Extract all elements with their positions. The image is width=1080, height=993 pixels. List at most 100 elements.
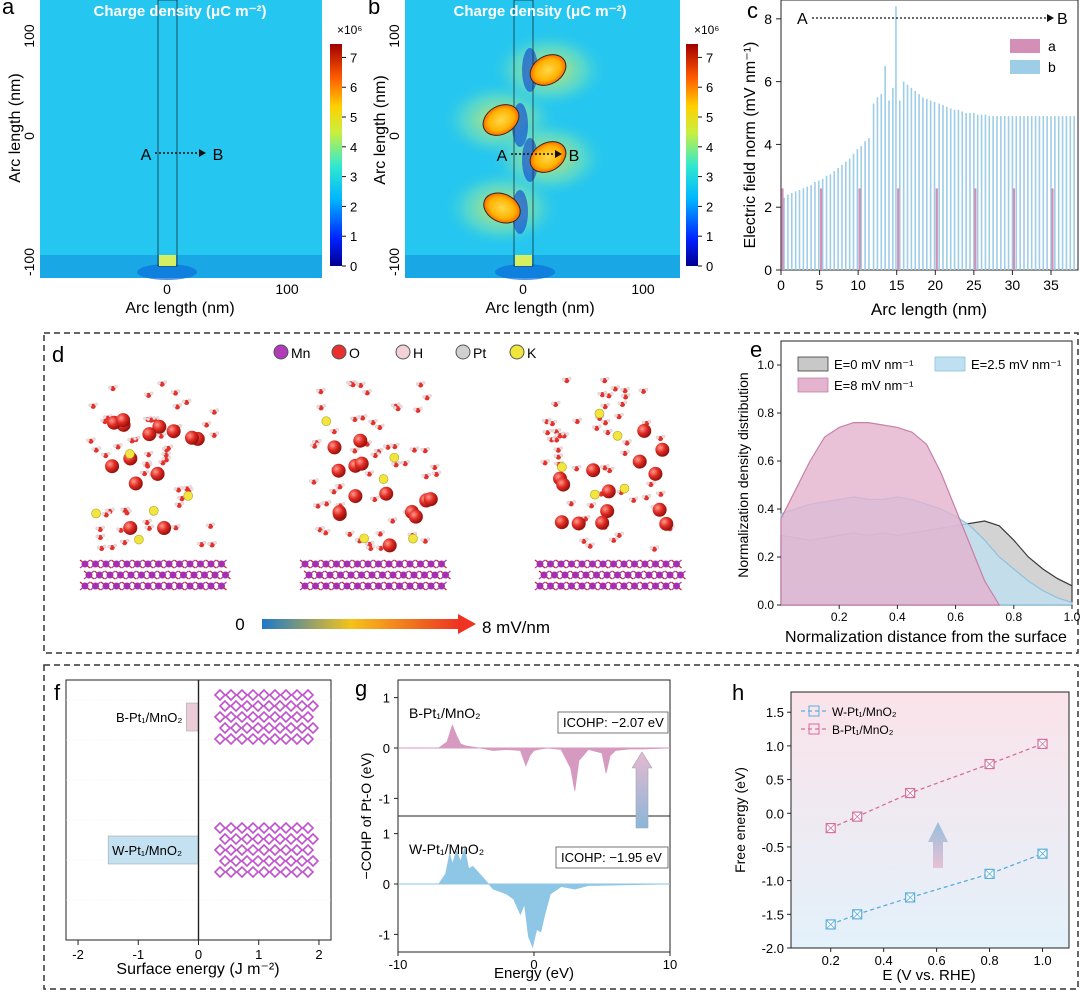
panel-letter-e: e <box>750 337 762 362</box>
legend-label-h-1: B-Pt₁/MnO₂ <box>832 723 894 737</box>
colorbar-b-tick-label-4: 4 <box>706 140 713 155</box>
charge-density-map-a <box>40 0 322 278</box>
g-ytick-label: 0 <box>383 877 390 892</box>
legend-atom-o <box>331 344 347 360</box>
legend-swatch-e-1 <box>934 356 966 372</box>
ylabel-h: Free energy (eV) <box>732 767 748 873</box>
c-ytick-label: 6 <box>764 74 772 90</box>
colorbar-a-tick-label-5: 5 <box>350 110 357 125</box>
ylabel-g: −COHP of Pt-O (eV) <box>358 753 374 880</box>
arrow-start-c: A <box>797 11 808 28</box>
e-ytick-label: 0.0 <box>757 598 774 612</box>
f-xtick-label: -2 <box>72 947 84 962</box>
h-xtick-label: 0.4 <box>875 953 893 968</box>
panel-letter-b: b <box>368 0 380 19</box>
md-snapshot-2 <box>299 379 451 591</box>
f-xtick-label: 2 <box>315 947 322 962</box>
h-xtick-label: 0.8 <box>981 953 999 968</box>
colorbar-a-scale <box>330 44 342 266</box>
g-ytick-label: 0 <box>383 741 390 756</box>
g-ytick-label: 1 <box>383 691 390 706</box>
c-ytick-label: 4 <box>764 136 772 152</box>
md-snapshot-1 <box>79 380 231 591</box>
legend-swatch-c-b <box>1010 60 1040 74</box>
scale-min-label: 0 <box>235 615 244 634</box>
h-ytick-label: 1.0 <box>766 739 784 754</box>
ylabel-e: Normalization density distribution <box>735 372 751 577</box>
field-scale-arrow <box>458 614 476 634</box>
scale-max-label: 8 mV/nm <box>482 618 550 637</box>
e-area-2 <box>780 422 1001 606</box>
g-ytick-label: -1 <box>378 927 390 942</box>
panel-a-title: Charge density (μC m⁻²) <box>94 3 267 20</box>
legend-label-h: H <box>413 345 423 361</box>
g-ytick-label: 1 <box>383 827 390 842</box>
ytick-b-0: 0 <box>386 132 402 140</box>
e-ytick-label: 0.8 <box>757 406 774 420</box>
point-a-label-a: A <box>141 147 152 164</box>
c-xtick-label: 15 <box>889 277 905 293</box>
legend-atom-h <box>395 344 411 360</box>
legend-label-h-0: W-Pt₁/MnO₂ <box>832 705 897 719</box>
ylabel-b: Arc length (nm) <box>372 75 389 184</box>
xtick-a-100: 100 <box>275 281 299 297</box>
e-xtick-label: 0.6 <box>947 610 964 624</box>
e-ytick-label: 0.6 <box>757 454 774 468</box>
panel-c: c 0 5 10 15 20 25 30 35 0 2 4 6 8 A B a b Electric f… <box>742 0 1079 319</box>
g-top-label: B-Pt₁/MnO₂ <box>409 705 481 721</box>
g-area-top <box>398 724 671 791</box>
colorbar-a-tick-label-2: 2 <box>350 199 357 214</box>
g-bottom-label: W-Pt₁/MnO₂ <box>409 841 484 857</box>
g-area-bottom <box>398 847 671 949</box>
md-snapshot-3 <box>534 376 686 591</box>
colorbar-a-tick-label-3: 3 <box>350 170 357 185</box>
legend-label-c-b: b <box>1048 59 1056 75</box>
e-xtick-label: 1.0 <box>1064 610 1080 624</box>
g-bottom-annotation-box <box>555 846 669 869</box>
colorbar-a-tick-label-0: 0 <box>350 259 357 274</box>
g-xtick-label: -10 <box>389 957 408 972</box>
h-ytick-label: 0.0 <box>766 806 784 821</box>
xlabel-b: Arc length (nm) <box>485 300 594 317</box>
xlabel-f: Surface energy (J m⁻²) <box>116 961 279 978</box>
h-ytick-label: 1.5 <box>766 705 784 720</box>
c-ytick-label: 8 <box>764 11 772 27</box>
panel-f: f B-Pt₁/MnO₂ W-Pt₁/MnO₂ -2 -1 0 1 2 Surface en… <box>54 679 332 978</box>
c-xtick-label: 10 <box>850 277 866 293</box>
panel-letter-h: h <box>732 680 744 705</box>
panel-b: b Charge density (μC m⁻²) A B 100 0 -100… <box>368 0 680 317</box>
g-top-annotation-box <box>557 711 669 734</box>
colorbar-b-tick-label-5: 5 <box>706 110 713 125</box>
ytick-a-0: 0 <box>21 132 37 140</box>
colorbar-b-tick-label-6: 6 <box>706 80 713 95</box>
pt-particle-4 <box>483 192 521 224</box>
e-ytick-label: 0.2 <box>757 550 774 564</box>
panel-d: d Mn O H Pt K 0 8 mV/nm <box>52 342 686 637</box>
xlabel-a: Arc length (nm) <box>125 300 234 317</box>
colorbar-b-tick-label-7: 7 <box>706 50 713 65</box>
c-xtick-label: 5 <box>816 277 824 293</box>
panel-letter-d: d <box>52 342 64 367</box>
colorbar-b-multiplier: ×10⁶ <box>694 23 719 37</box>
legend-swatch-e-2 <box>797 377 829 393</box>
e-ytick-label: 1.0 <box>757 358 774 372</box>
legend-atom-pt <box>455 344 471 360</box>
xtick-b-100: 100 <box>631 281 655 297</box>
panel-letter-c: c <box>747 0 758 23</box>
ytick-a-100: 100 <box>21 24 37 48</box>
panel-e: e 0.2 0.4 0.6 0.8 1.0 0.0 0.2 0.4 0.6 0.8 1.0 E=0 … <box>735 337 1080 646</box>
colorbar-b-tick-label-3: 3 <box>706 170 713 185</box>
arrow-end-c: B <box>1057 11 1068 28</box>
c-xtick-label: 0 <box>777 277 785 293</box>
g-up-arrow <box>631 751 653 829</box>
f-xtick-label: 0 <box>195 947 202 962</box>
e-xtick-label: 0.4 <box>889 610 906 624</box>
pt-particle-3 <box>529 141 567 173</box>
h-ytick-label: -1.0 <box>762 874 784 889</box>
field-scale-bar <box>262 619 460 629</box>
legend-marker-h-1 <box>808 723 820 735</box>
colorbar-b-scale <box>686 44 698 266</box>
c-xtick-label: 25 <box>966 277 982 293</box>
f-bar-label-1: W-Pt₁/MnO₂ <box>112 843 182 858</box>
